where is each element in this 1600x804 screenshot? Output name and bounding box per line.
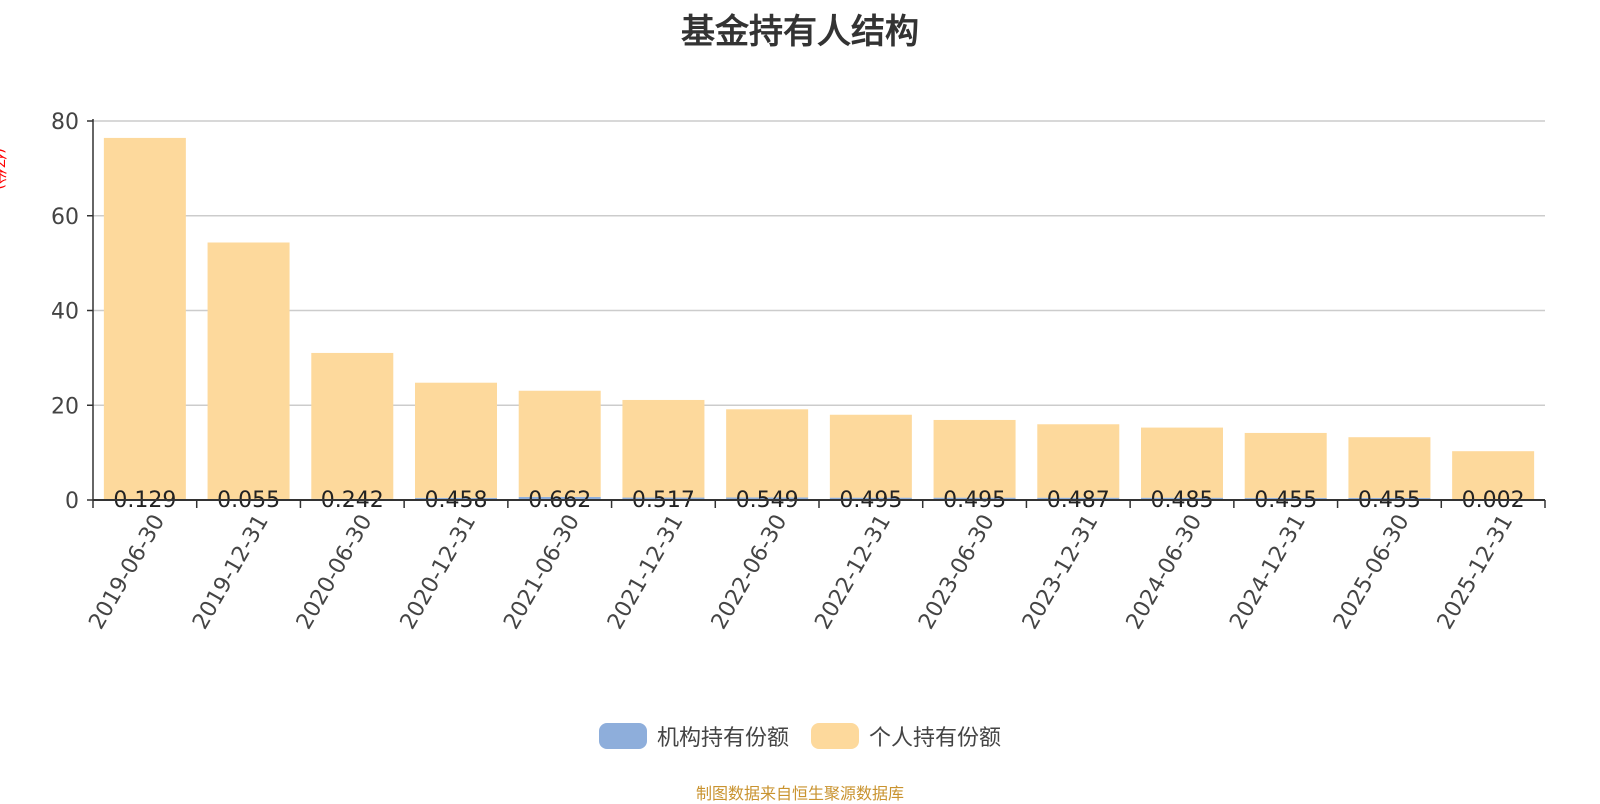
x-tick-label: 2025-12-31 bbox=[1433, 511, 1519, 634]
bar-individual bbox=[934, 420, 1016, 498]
legend-item-institution[interactable]: 机构持有份额 bbox=[599, 720, 789, 752]
x-tick-label: 2024-06-30 bbox=[1122, 511, 1208, 634]
x-tick-label: 2022-06-30 bbox=[707, 511, 793, 634]
legend-swatch-individual bbox=[811, 723, 859, 749]
x-tick-label: 2024-12-31 bbox=[1225, 511, 1311, 634]
legend-label-individual: 个人持有份额 bbox=[869, 720, 1001, 752]
x-tick-label: 2022-12-31 bbox=[810, 511, 896, 634]
bar-individual bbox=[830, 415, 912, 498]
bar-individual bbox=[726, 409, 808, 497]
y-tick-label: 40 bbox=[51, 300, 79, 325]
x-tick-label: 2023-12-31 bbox=[1018, 511, 1104, 634]
x-tick-label: 2025-06-30 bbox=[1329, 511, 1415, 634]
y-tick-label: 80 bbox=[51, 110, 79, 135]
bar-individual bbox=[622, 400, 704, 498]
x-tick-label: 2021-12-31 bbox=[603, 511, 689, 634]
bar-individual bbox=[311, 353, 393, 499]
bar-individual bbox=[104, 138, 186, 499]
legend: 机构持有份额 个人持有份额 bbox=[0, 720, 1600, 752]
y-tick-label: 60 bbox=[51, 205, 79, 230]
x-tick-label: 2020-06-30 bbox=[292, 511, 378, 634]
x-tick-label: 2023-06-30 bbox=[914, 511, 1000, 634]
legend-item-individual[interactable]: 个人持有份额 bbox=[811, 720, 1001, 752]
bar-individual bbox=[519, 391, 601, 497]
bar-individual bbox=[1037, 424, 1119, 497]
data-source-note: 制图数据来自恒生聚源数据库 bbox=[0, 780, 1600, 804]
x-tick-label: 2019-12-31 bbox=[188, 511, 274, 634]
y-tick-label: 20 bbox=[51, 394, 79, 419]
x-tick-label: 2021-06-30 bbox=[499, 511, 585, 634]
legend-swatch-institution bbox=[599, 723, 647, 749]
x-tick-label: 2020-12-31 bbox=[396, 511, 482, 634]
x-tick-label: 2019-06-30 bbox=[84, 511, 170, 634]
legend-label-institution: 机构持有份额 bbox=[657, 720, 789, 752]
bar-individual bbox=[208, 242, 290, 499]
bar-individual bbox=[415, 383, 497, 498]
y-tick-label: 0 bbox=[65, 489, 79, 514]
